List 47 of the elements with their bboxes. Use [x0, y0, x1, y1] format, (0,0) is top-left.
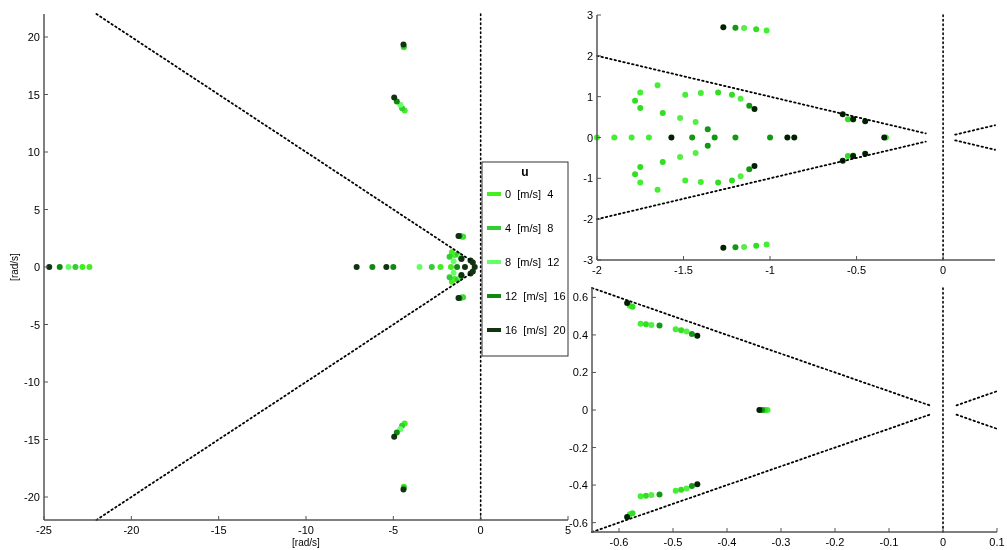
y-tick-label: -0.4: [569, 479, 588, 492]
y-axis-title: [rad/s]: [9, 252, 20, 281]
legend-label: 8 [m/s] 12: [505, 256, 560, 268]
x-tick-label: -0.1: [879, 536, 899, 548]
x-tick-label: -1.5: [674, 264, 694, 276]
y-tick-label: 0: [586, 131, 593, 144]
y-tick-label: 10: [27, 146, 40, 158]
legend-label: 12 [m/s] 16: [505, 290, 566, 302]
x-tick-label: 0: [939, 536, 947, 548]
x-tick-label: -0.6: [609, 536, 629, 548]
x-tick-label: -1: [765, 264, 775, 276]
legend-label: 4 [m/s] 8: [505, 222, 554, 234]
y-tick-label: -3: [583, 254, 593, 266]
y-tick-label: -15: [24, 433, 40, 446]
x-tick-label: -20: [123, 524, 140, 536]
x-tick-label: -0.5: [663, 536, 683, 548]
x-tick-label: -0.5: [847, 264, 867, 276]
y-tick-label: 3: [586, 9, 593, 21]
y-tick-label: -0.2: [569, 441, 588, 454]
y-tick-label: 20: [27, 31, 40, 43]
x-axis-title: [rad/s]: [292, 537, 321, 548]
x-tick-label: -5: [388, 524, 399, 536]
y-tick-label: 0.6: [572, 291, 588, 304]
y-tick-label: -5: [30, 318, 40, 331]
x-tick-label: -25: [36, 524, 52, 536]
legend-label: 16 [m/s] 20: [505, 324, 566, 336]
x-tick-label: -10: [298, 524, 314, 536]
y-tick-label: 0.2: [572, 366, 588, 379]
x-tick-label: -0.3: [771, 536, 791, 548]
legend-title: u: [521, 165, 529, 179]
y-tick-label: 0: [581, 404, 588, 416]
x-tick-label: 0: [940, 264, 947, 276]
y-tick-label: 1: [586, 90, 593, 103]
y-tick-label: 0.4: [572, 328, 588, 341]
y-tick-label: 5: [33, 203, 40, 216]
x-tick-label: -0.2: [825, 536, 845, 548]
y-tick-label: 15: [27, 88, 40, 101]
y-tick-label: -10: [24, 376, 40, 388]
y-tick-label: -2: [583, 213, 593, 226]
x-tick-label: -0.4: [717, 536, 737, 548]
y-tick-label: -20: [24, 491, 40, 503]
x-tick-label: 0: [477, 524, 484, 536]
y-tick-label: 2: [586, 49, 593, 62]
y-tick-label: -1: [583, 172, 593, 185]
x-tick-label: -15: [210, 524, 227, 536]
x-tick-label: 0.1: [989, 536, 1005, 548]
legend-label: 0 [m/s] 4: [505, 188, 554, 200]
